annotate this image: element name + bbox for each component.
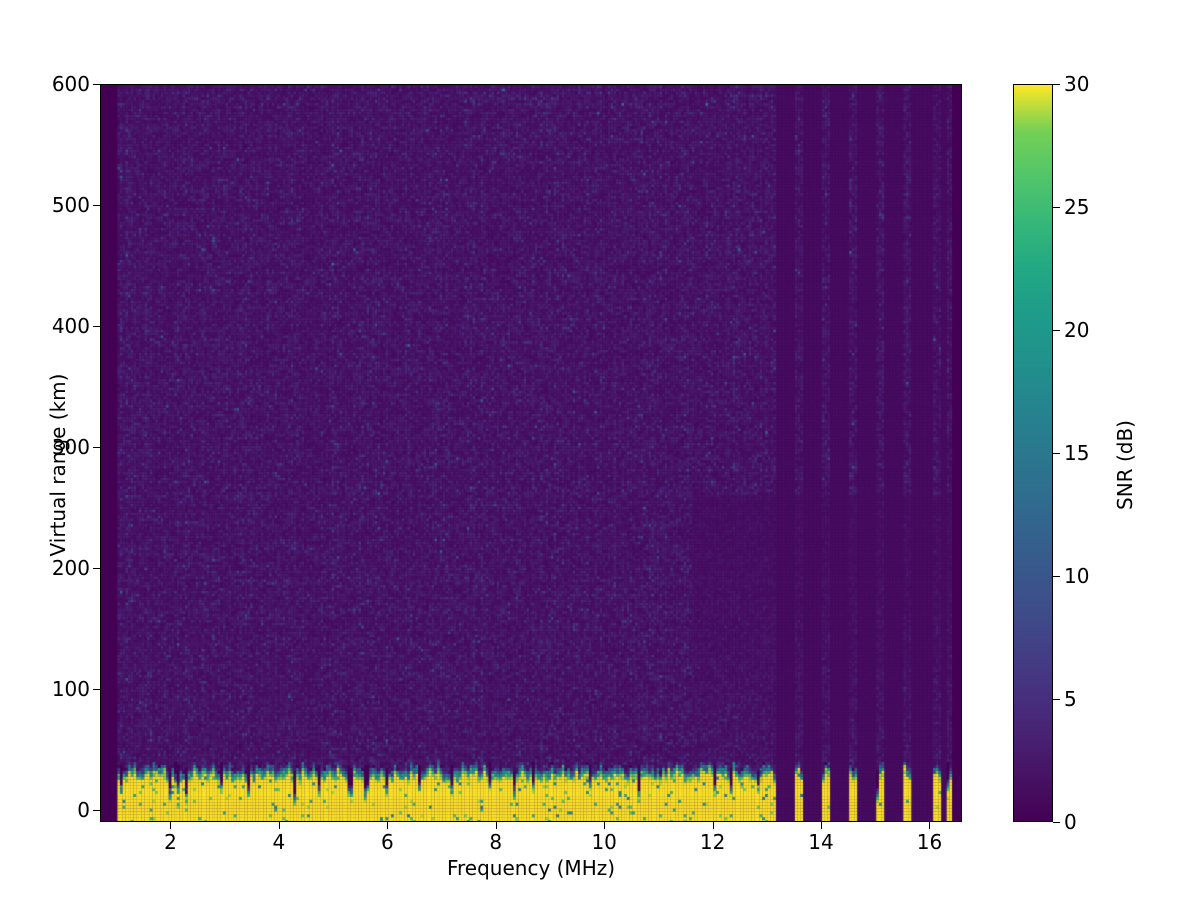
colorbar-tick-mark <box>1053 330 1060 331</box>
colorbar-tick-label: 0 <box>1064 810 1077 834</box>
y-tick-mark <box>93 84 100 85</box>
colorbar-label: SNR (dB) <box>1113 420 1137 510</box>
colorbar-tick-mark <box>1053 822 1060 823</box>
y-tick-label: 300 <box>51 434 90 459</box>
x-tick-mark <box>495 822 497 829</box>
x-tick-mark <box>821 822 823 829</box>
colorbar-tick-label: 10 <box>1064 564 1090 588</box>
y-tick-mark <box>93 446 100 448</box>
y-tick-label: 400 <box>51 313 90 338</box>
x-tick-label: 14 <box>808 830 834 854</box>
plot-area[interactable] <box>100 84 962 822</box>
x-tick-mark <box>712 822 714 829</box>
y-tick-label: 100 <box>51 676 90 701</box>
y-tick-mark <box>93 204 100 206</box>
ionogram-heatmap[interactable] <box>101 85 961 821</box>
colorbar-tick-mark <box>1053 207 1060 208</box>
x-tick-mark <box>278 822 280 829</box>
x-tick-mark <box>604 822 606 829</box>
colorbar-tick-label: 5 <box>1064 687 1077 711</box>
colorbar-tick-mark <box>1053 84 1060 85</box>
x-tick-label: 12 <box>699 830 726 854</box>
y-axis-label: Virtual range (km) <box>46 373 70 557</box>
x-tick-label: 6 <box>380 830 394 854</box>
x-tick-label: 2 <box>164 830 177 854</box>
x-tick-mark <box>929 822 931 829</box>
y-tick-label: 0 <box>77 797 90 822</box>
x-tick-label: 4 <box>272 830 286 854</box>
y-tick-label: 600 <box>51 72 90 96</box>
colorbar-gradient <box>1014 85 1052 821</box>
colorbar-tick-label: 20 <box>1064 318 1090 342</box>
colorbar-tick-label: 25 <box>1064 195 1090 219</box>
y-tick-mark <box>93 325 100 327</box>
colorbar-tick-label: 15 <box>1064 441 1090 465</box>
y-tick-label: 200 <box>51 555 90 580</box>
colorbar[interactable] <box>1013 84 1053 822</box>
x-tick-label: 10 <box>591 830 617 854</box>
y-tick-label: 500 <box>51 192 90 217</box>
colorbar-tick-mark <box>1053 576 1060 577</box>
colorbar-tick-label: 30 <box>1064 72 1090 96</box>
y-tick-mark <box>93 688 100 690</box>
x-tick-label: 8 <box>489 830 503 854</box>
x-tick-mark <box>170 822 172 829</box>
x-tick-label: 16 <box>916 830 943 854</box>
colorbar-tick-mark <box>1053 699 1060 700</box>
y-tick-mark <box>93 809 100 811</box>
x-tick-mark <box>387 822 389 829</box>
colorbar-tick-mark <box>1053 453 1060 454</box>
x-axis-label: Frequency (MHz) <box>446 856 616 880</box>
y-tick-mark <box>93 567 100 569</box>
